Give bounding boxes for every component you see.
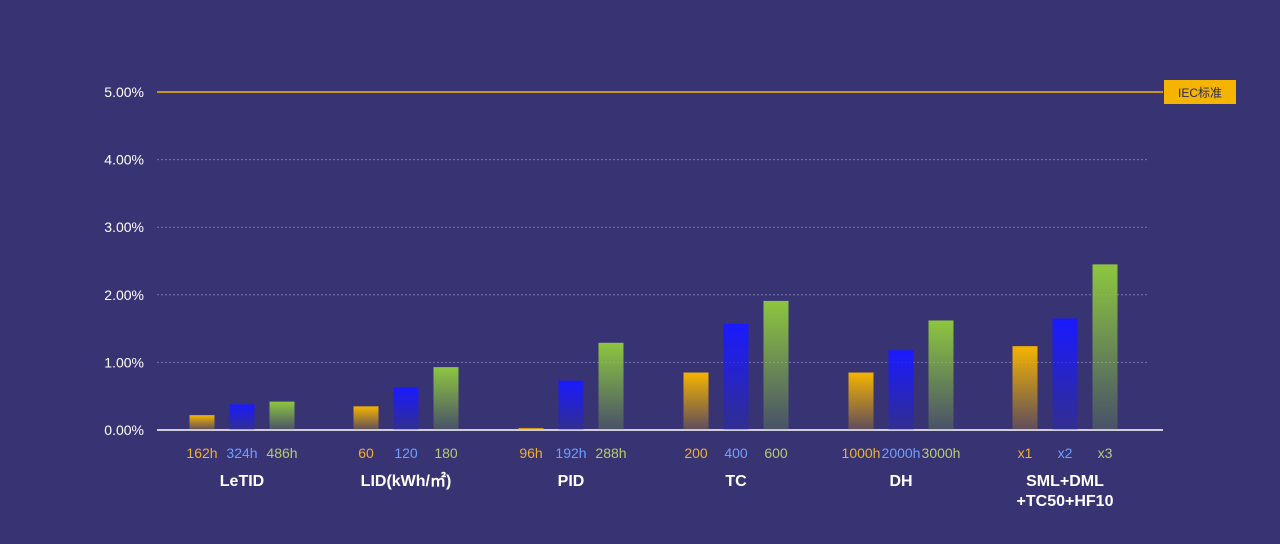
bar: [393, 387, 419, 430]
bar: [518, 427, 544, 430]
bar-sub-label: 2000h: [882, 445, 921, 461]
bar-sub-label: 3000h: [922, 445, 961, 461]
group-label: PID: [558, 473, 585, 490]
y-tick-label: 1.00%: [104, 354, 144, 370]
bar: [353, 406, 379, 430]
bar: [1052, 318, 1078, 430]
bar: [888, 350, 914, 430]
bar-sub-label: 1000h: [842, 445, 881, 461]
bar: [928, 320, 954, 430]
bar-sub-label: x3: [1098, 445, 1113, 461]
bar-sub-label: x2: [1058, 445, 1073, 461]
y-tick-label: 4.00%: [104, 152, 144, 168]
bar: [1092, 264, 1118, 430]
bar-sub-label: 400: [724, 445, 748, 461]
group-label: LID(kWh/㎡): [361, 471, 452, 490]
bar-sub-label: 192h: [555, 445, 586, 461]
bar-sub-label: 120: [394, 445, 418, 461]
bar: [433, 367, 459, 430]
reference-label: IEC标准: [1178, 86, 1222, 100]
y-tick-label: 2.00%: [104, 287, 144, 303]
y-tick-label: 0.00%: [104, 422, 144, 438]
y-tick-label: 5.00%: [104, 84, 144, 100]
group-label: +TC50+HF10: [1017, 493, 1114, 510]
y-tick-label: 3.00%: [104, 219, 144, 235]
bar-sub-label: 60: [358, 445, 374, 461]
bar-sub-label: 162h: [186, 445, 217, 461]
bar-sub-label: 600: [764, 445, 788, 461]
bar: [189, 415, 215, 430]
group-label: DH: [889, 473, 912, 490]
bar-sub-label: 288h: [595, 445, 626, 461]
bar: [848, 372, 874, 430]
group-label: LeTID: [220, 473, 264, 490]
bar-sub-label: 324h: [226, 445, 257, 461]
bar: [558, 380, 584, 430]
bar: [763, 300, 789, 430]
bar-sub-label: 180: [434, 445, 458, 461]
group-label: TC: [725, 473, 747, 490]
bar-sub-label: x1: [1018, 445, 1033, 461]
bar: [1012, 346, 1038, 430]
bar: [229, 404, 255, 430]
group-label: SML+DML: [1026, 473, 1104, 490]
bar-sub-label: 486h: [266, 445, 297, 461]
bar: [723, 323, 749, 430]
bar: [598, 342, 624, 430]
bar-sub-label: 200: [684, 445, 708, 461]
bar: [269, 401, 295, 430]
reference-label-box: [1164, 80, 1236, 104]
bar-sub-label: 96h: [519, 445, 542, 461]
bar: [683, 372, 709, 430]
